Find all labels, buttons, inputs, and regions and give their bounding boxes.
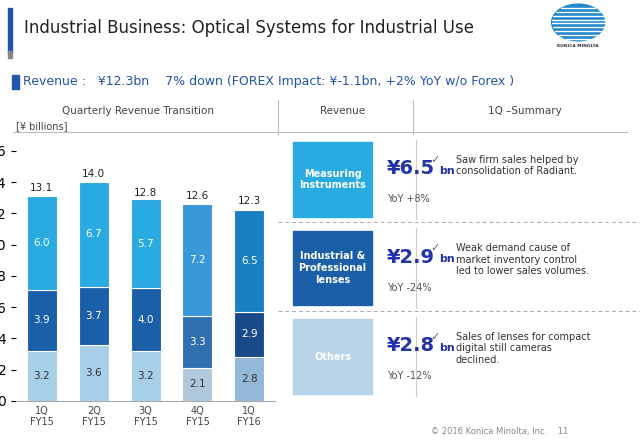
Text: Quarterly Revenue Transition: Quarterly Revenue Transition bbox=[61, 106, 214, 116]
Text: 6.7: 6.7 bbox=[86, 229, 102, 239]
Bar bbox=[293, 142, 372, 217]
Text: KONICA MINOLTA: KONICA MINOLTA bbox=[557, 44, 599, 48]
Bar bbox=[79, 287, 109, 345]
Text: Revenue :   ¥12.3bn    7% down (FOREX Impact: ¥-1.1bn, +2% YoY w/o Forex ): Revenue : ¥12.3bn 7% down (FOREX Impact:… bbox=[23, 75, 514, 88]
Text: 2.9: 2.9 bbox=[241, 330, 257, 339]
Bar bbox=[293, 231, 372, 305]
Text: 6.0: 6.0 bbox=[34, 238, 50, 248]
Text: ✓: ✓ bbox=[431, 332, 440, 342]
Bar bbox=[79, 182, 109, 287]
Text: Revenue: Revenue bbox=[320, 106, 365, 116]
Text: Measuring
Instruments: Measuring Instruments bbox=[300, 169, 366, 190]
Text: Weak demand cause of
market inventory control
led to lower sales volumes.: Weak demand cause of market inventory co… bbox=[456, 243, 589, 276]
Text: 3.2: 3.2 bbox=[34, 371, 50, 381]
Text: 3.3: 3.3 bbox=[189, 337, 205, 347]
Bar bbox=[79, 345, 109, 401]
Bar bbox=[182, 204, 212, 316]
Bar bbox=[12, 75, 19, 89]
Text: Sales of lenses for compact
digital still cameras
declined.: Sales of lenses for compact digital stil… bbox=[456, 332, 590, 365]
Text: 12.3: 12.3 bbox=[237, 196, 261, 206]
Text: 1Q –Summary: 1Q –Summary bbox=[488, 106, 562, 116]
Bar bbox=[234, 210, 264, 312]
Text: bn: bn bbox=[439, 343, 455, 353]
Bar bbox=[8, 51, 12, 58]
Text: Industrial &
Professional
lenses: Industrial & Professional lenses bbox=[299, 252, 367, 284]
Text: 2.8: 2.8 bbox=[241, 374, 257, 384]
Bar bbox=[293, 319, 372, 394]
Text: YoY -12%: YoY -12% bbox=[387, 371, 431, 381]
Bar bbox=[131, 199, 161, 288]
Text: bn: bn bbox=[439, 166, 455, 175]
Bar bbox=[8, 8, 12, 53]
Text: 13.1: 13.1 bbox=[30, 183, 54, 193]
Text: ✓: ✓ bbox=[431, 155, 440, 165]
Text: 6.5: 6.5 bbox=[241, 256, 257, 266]
Bar bbox=[27, 196, 57, 290]
Text: © 2016 Konica Minolta, Inc.    11: © 2016 Konica Minolta, Inc. 11 bbox=[431, 427, 568, 436]
Text: [¥ billions]: [¥ billions] bbox=[16, 121, 67, 132]
Text: 7.2: 7.2 bbox=[189, 255, 205, 265]
Bar bbox=[27, 351, 57, 401]
Text: 14.0: 14.0 bbox=[82, 169, 106, 179]
Text: 12.6: 12.6 bbox=[186, 191, 209, 201]
Bar bbox=[131, 288, 161, 351]
Text: Saw firm sales helped by
consolidation of Radiant.: Saw firm sales helped by consolidation o… bbox=[456, 155, 579, 176]
Text: ✓: ✓ bbox=[431, 243, 440, 253]
Text: Industrial Business: Optical Systems for Industrial Use: Industrial Business: Optical Systems for… bbox=[24, 19, 474, 37]
Text: 5.7: 5.7 bbox=[138, 239, 154, 249]
Circle shape bbox=[552, 4, 605, 41]
Text: 12.8: 12.8 bbox=[134, 188, 157, 198]
Text: 3.6: 3.6 bbox=[86, 368, 102, 378]
Text: YoY -24%: YoY -24% bbox=[387, 283, 431, 292]
Bar bbox=[234, 357, 264, 401]
Text: 2.1: 2.1 bbox=[189, 380, 205, 389]
Text: bn: bn bbox=[439, 254, 455, 264]
Text: 3.2: 3.2 bbox=[138, 371, 154, 381]
Text: YoY +8%: YoY +8% bbox=[387, 194, 429, 204]
Bar bbox=[182, 368, 212, 401]
Bar bbox=[234, 312, 264, 357]
Text: ¥6.5: ¥6.5 bbox=[387, 159, 435, 178]
Text: 4.0: 4.0 bbox=[138, 315, 154, 325]
Text: Others: Others bbox=[314, 352, 351, 361]
Text: 3.7: 3.7 bbox=[86, 311, 102, 321]
Bar bbox=[131, 351, 161, 401]
Bar bbox=[182, 316, 212, 368]
Text: ¥2.9: ¥2.9 bbox=[387, 248, 435, 267]
Text: 3.9: 3.9 bbox=[34, 315, 50, 326]
Text: ¥2.8: ¥2.8 bbox=[387, 337, 435, 355]
Bar bbox=[27, 290, 57, 351]
